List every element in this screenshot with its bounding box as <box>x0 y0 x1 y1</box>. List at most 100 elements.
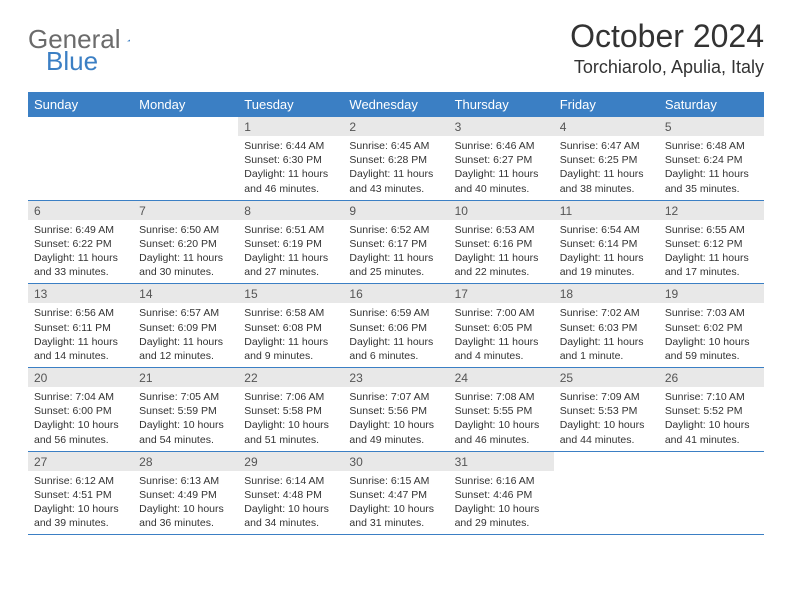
daylight-text: Daylight: 10 hours and 59 minutes. <box>665 335 758 363</box>
sunset-text: Sunset: 6:20 PM <box>139 237 232 251</box>
sunset-text: Sunset: 5:56 PM <box>349 404 442 418</box>
sunset-text: Sunset: 4:47 PM <box>349 488 442 502</box>
calendar-cell: 24Sunrise: 7:08 AMSunset: 5:55 PMDayligh… <box>449 368 554 452</box>
day-content: Sunrise: 6:49 AMSunset: 6:22 PMDaylight:… <box>28 220 133 284</box>
calendar-cell <box>554 451 659 535</box>
calendar-body: 1Sunrise: 6:44 AMSunset: 6:30 PMDaylight… <box>28 117 764 535</box>
sunrise-text: Sunrise: 6:57 AM <box>139 306 232 320</box>
weekday-header: Saturday <box>659 92 764 117</box>
day-number: 11 <box>554 201 659 220</box>
page-title: October 2024 <box>570 18 764 55</box>
sunset-text: Sunset: 6:06 PM <box>349 321 442 335</box>
daylight-text: Daylight: 11 hours and 35 minutes. <box>665 167 758 195</box>
daylight-text: Daylight: 10 hours and 39 minutes. <box>34 502 127 530</box>
weekday-header: Wednesday <box>343 92 448 117</box>
daylight-text: Daylight: 11 hours and 14 minutes. <box>34 335 127 363</box>
weekday-header: Thursday <box>449 92 554 117</box>
calendar-cell: 15 Sunrise: 6:58 AMSunset: 6:08 PMDayligh… <box>238 284 343 368</box>
sunset-text: Sunset: 6:00 PM <box>34 404 127 418</box>
daylight-text: Daylight: 11 hours and 17 minutes. <box>665 251 758 279</box>
sunrise-text: Sunrise: 6:47 AM <box>560 139 653 153</box>
daylight-text: Daylight: 11 hours and 30 minutes. <box>139 251 232 279</box>
day-content: Sunrise: 6:12 AMSunset: 4:51 PMDaylight:… <box>28 471 133 535</box>
calendar-table: Sunday Monday Tuesday Wednesday Thursday… <box>28 92 764 535</box>
day-number: 4 <box>554 117 659 136</box>
day-number: 27 <box>28 452 133 471</box>
sunrise-text: Sunrise: 7:07 AM <box>349 390 442 404</box>
calendar-cell: 27Sunrise: 6:12 AMSunset: 4:51 PMDayligh… <box>28 451 133 535</box>
day-number: 1 <box>238 117 343 136</box>
sunrise-text: Sunrise: 6:50 AM <box>139 223 232 237</box>
sunset-text: Sunset: 6:09 PM <box>139 321 232 335</box>
sunset-text: Sunset: 6:14 PM <box>560 237 653 251</box>
calendar-cell <box>28 117 133 200</box>
day-content: Sunrise: 6:45 AMSunset: 6:28 PMDaylight:… <box>343 136 448 200</box>
calendar-cell: 28Sunrise: 6:13 AMSunset: 4:49 PMDayligh… <box>133 451 238 535</box>
calendar-cell: 10Sunrise: 6:53 AMSunset: 6:16 PMDayligh… <box>449 200 554 284</box>
day-content: Sunrise: 6:16 AMSunset: 4:46 PMDaylight:… <box>449 471 554 535</box>
day-number: 3 <box>449 117 554 136</box>
sunset-text: Sunset: 6:27 PM <box>455 153 548 167</box>
logo-triangle-icon <box>127 31 130 49</box>
calendar-row: 27Sunrise: 6:12 AMSunset: 4:51 PMDayligh… <box>28 451 764 535</box>
day-content: Sunrise: 6:47 AMSunset: 6:25 PMDaylight:… <box>554 136 659 200</box>
header: General Blue October 2024 Torchiarolo, A… <box>28 18 764 78</box>
sunrise-text: Sunrise: 6:45 AM <box>349 139 442 153</box>
daylight-text: Daylight: 11 hours and 4 minutes. <box>455 335 548 363</box>
sunrise-text: Sunrise: 6:46 AM <box>455 139 548 153</box>
sunrise-text: Sunrise: 6:51 AM <box>244 223 337 237</box>
sunrise-text: Sunrise: 6:48 AM <box>665 139 758 153</box>
calendar-cell: 6Sunrise: 6:49 AMSunset: 6:22 PMDaylight… <box>28 200 133 284</box>
calendar-cell: 4Sunrise: 6:47 AMSunset: 6:25 PMDaylight… <box>554 117 659 200</box>
daylight-text: Daylight: 10 hours and 34 minutes. <box>244 502 337 530</box>
day-number: 16 <box>343 284 448 303</box>
calendar-cell: 2Sunrise: 6:45 AMSunset: 6:28 PMDaylight… <box>343 117 448 200</box>
sunset-text: Sunset: 6:12 PM <box>665 237 758 251</box>
daylight-text: Daylight: 11 hours and 12 minutes. <box>139 335 232 363</box>
day-number: 13 <box>28 284 133 303</box>
sunset-text: Sunset: 6:08 PM <box>244 321 337 335</box>
sunset-text: Sunset: 6:16 PM <box>455 237 548 251</box>
day-content: Sunrise: 6:51 AMSunset: 6:19 PMDaylight:… <box>238 220 343 284</box>
day-content: Sunrise: 6:44 AMSunset: 6:30 PMDaylight:… <box>238 136 343 200</box>
location: Torchiarolo, Apulia, Italy <box>570 57 764 78</box>
day-number: 25 <box>554 368 659 387</box>
day-content: Sunrise: 7:02 AMSunset: 6:03 PMDaylight:… <box>554 303 659 367</box>
day-content: Sunrise: 7:03 AMSunset: 6:02 PMDaylight:… <box>659 303 764 367</box>
weekday-header: Monday <box>133 92 238 117</box>
daylight-text: Daylight: 11 hours and 6 minutes. <box>349 335 442 363</box>
day-number: 19 <box>659 284 764 303</box>
sunrise-text: Sunrise: 6:59 AM <box>349 306 442 320</box>
sunset-text: Sunset: 5:52 PM <box>665 404 758 418</box>
day-number: 14 <box>133 284 238 303</box>
day-number: 9 <box>343 201 448 220</box>
calendar-cell: 22Sunrise: 7:06 AMSunset: 5:58 PMDayligh… <box>238 368 343 452</box>
sunset-text: Sunset: 6:22 PM <box>34 237 127 251</box>
day-number: 10 <box>449 201 554 220</box>
daylight-text: Daylight: 10 hours and 46 minutes. <box>455 418 548 446</box>
sunrise-text: Sunrise: 6:54 AM <box>560 223 653 237</box>
day-number: 31 <box>449 452 554 471</box>
sunset-text: Sunset: 6:05 PM <box>455 321 548 335</box>
day-content: Sunrise: 6:55 AMSunset: 6:12 PMDaylight:… <box>659 220 764 284</box>
weekday-header: Sunday <box>28 92 133 117</box>
daylight-text: Daylight: 11 hours and 40 minutes. <box>455 167 548 195</box>
sunset-text: Sunset: 5:53 PM <box>560 404 653 418</box>
sunrise-text: Sunrise: 6:49 AM <box>34 223 127 237</box>
daylight-text: Daylight: 11 hours and 9 minutes. <box>244 335 337 363</box>
calendar-cell <box>659 451 764 535</box>
sunrise-text: Sunrise: 6:44 AM <box>244 139 337 153</box>
day-number: 15 <box>238 284 343 303</box>
day-number: 21 <box>133 368 238 387</box>
sunrise-text: Sunrise: 7:00 AM <box>455 306 548 320</box>
day-content: Sunrise: 6:52 AMSunset: 6:17 PMDaylight:… <box>343 220 448 284</box>
sunset-text: Sunset: 6:02 PM <box>665 321 758 335</box>
daylight-text: Daylight: 10 hours and 54 minutes. <box>139 418 232 446</box>
sunrise-text: Sunrise: 6:58 AM <box>244 306 337 320</box>
day-number: 26 <box>659 368 764 387</box>
calendar-row: 20Sunrise: 7:04 AMSunset: 6:00 PMDayligh… <box>28 368 764 452</box>
sunrise-text: Sunrise: 7:06 AM <box>244 390 337 404</box>
sunrise-text: Sunrise: 6:56 AM <box>34 306 127 320</box>
calendar-cell: 1Sunrise: 6:44 AMSunset: 6:30 PMDaylight… <box>238 117 343 200</box>
sunrise-text: Sunrise: 6:15 AM <box>349 474 442 488</box>
